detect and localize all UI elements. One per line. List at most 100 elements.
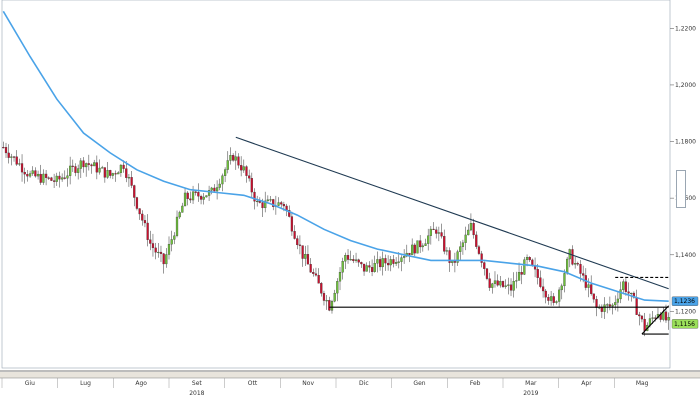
candle-body: [205, 195, 208, 198]
candle-body: [181, 205, 184, 213]
candle-body: [301, 245, 304, 259]
month-label: Mag: [636, 380, 649, 387]
month-label: Dic: [359, 380, 369, 387]
candle-body: [539, 277, 542, 287]
candle-body: [18, 163, 21, 165]
candle-body: [333, 292, 336, 302]
candle-body: [630, 292, 633, 295]
candle-body: [298, 244, 302, 246]
candle-body: [427, 235, 430, 244]
candle-body: [330, 301, 334, 311]
candle-body: [95, 162, 98, 173]
candle-body: [555, 301, 558, 303]
candle-body: [451, 260, 454, 263]
candle-body: [215, 187, 219, 192]
candle-body: [328, 300, 331, 311]
candle-body: [373, 263, 376, 272]
year-label: 2019: [523, 390, 538, 397]
candle-body: [26, 173, 29, 177]
candle-body: [352, 259, 355, 262]
candle-body: [544, 290, 547, 298]
candle-body: [264, 200, 267, 209]
candle-body: [282, 204, 286, 207]
candle-body: [571, 249, 574, 265]
candle-body: [133, 185, 136, 198]
candle-body: [15, 156, 18, 165]
candle-body: [325, 300, 328, 302]
candle-body: [627, 291, 630, 294]
candle-body: [221, 175, 224, 185]
candle-body: [579, 264, 582, 274]
candle-body: [336, 281, 339, 294]
candle-body: [93, 162, 96, 167]
candle-body: [44, 173, 48, 178]
candle-body: [90, 164, 93, 167]
candle-body: [74, 166, 77, 173]
candle-body: [87, 163, 90, 165]
y-tick-label: 1,1200: [675, 308, 696, 315]
candle-body: [280, 202, 283, 205]
month-label: Ott: [248, 380, 258, 387]
candle-body: [619, 289, 622, 300]
month-label: Ago: [135, 380, 147, 387]
candle-body: [151, 243, 155, 249]
candle-body: [344, 255, 347, 262]
candle-body: [493, 280, 497, 284]
candle-body: [595, 299, 598, 308]
candle-body: [79, 160, 82, 169]
x-axis: Giu Lug Ago Set Ott Nov Dic Gen Feb Mar Apr Mag 2018…: [1, 378, 649, 397]
candle-body: [360, 262, 363, 265]
candle-body: [261, 202, 264, 209]
candle-body: [566, 258, 569, 274]
candle-body: [408, 252, 411, 255]
candle-body: [504, 285, 507, 287]
candle-body: [293, 231, 296, 239]
candle-body: [52, 180, 56, 182]
candle-body: [290, 216, 294, 232]
candle-body: [541, 286, 545, 292]
candle-body: [395, 262, 398, 264]
candle-body: [199, 196, 203, 200]
month-label: Mar: [525, 380, 537, 387]
candle-body: [202, 196, 205, 200]
candle-body: [42, 173, 45, 183]
candle-body: [135, 197, 139, 209]
candle-body: [146, 222, 149, 240]
candle-body: [392, 259, 395, 264]
moving-average-layer: [2, 10, 669, 302]
candle-body: [178, 212, 181, 218]
candle-body: [7, 152, 10, 158]
y-tick-label: 1,1400: [675, 252, 696, 259]
candle-body: [515, 280, 518, 282]
candle-body: [437, 232, 440, 234]
candle-body: [125, 168, 128, 178]
candle-body: [317, 275, 320, 284]
candle-body: [229, 155, 232, 161]
candle-body: [138, 208, 141, 215]
candle-body: [119, 164, 123, 173]
candle-body: [608, 304, 611, 307]
candles: [2, 141, 670, 337]
candle-body: [12, 156, 16, 158]
candle-body: [226, 160, 229, 170]
candle-body: [183, 192, 187, 207]
side-panel-handle[interactable]: [676, 170, 686, 208]
candle-body: [400, 257, 403, 262]
candle-body: [10, 156, 13, 158]
candle-body: [234, 156, 237, 161]
candle-body: [50, 177, 53, 181]
candle-body: [66, 175, 69, 179]
candle-body: [237, 156, 240, 166]
candle-body: [606, 304, 609, 306]
candle-body: [421, 245, 424, 248]
candle-body: [77, 168, 80, 173]
candle-body: [643, 318, 646, 331]
candle-body: [354, 259, 358, 262]
candle-body: [250, 178, 253, 193]
candle-body: [159, 251, 163, 254]
candle-body: [114, 173, 117, 175]
candle-body: [248, 175, 251, 179]
candle-body: [485, 268, 489, 279]
candle-body: [210, 187, 213, 191]
candle-body: [574, 263, 577, 265]
